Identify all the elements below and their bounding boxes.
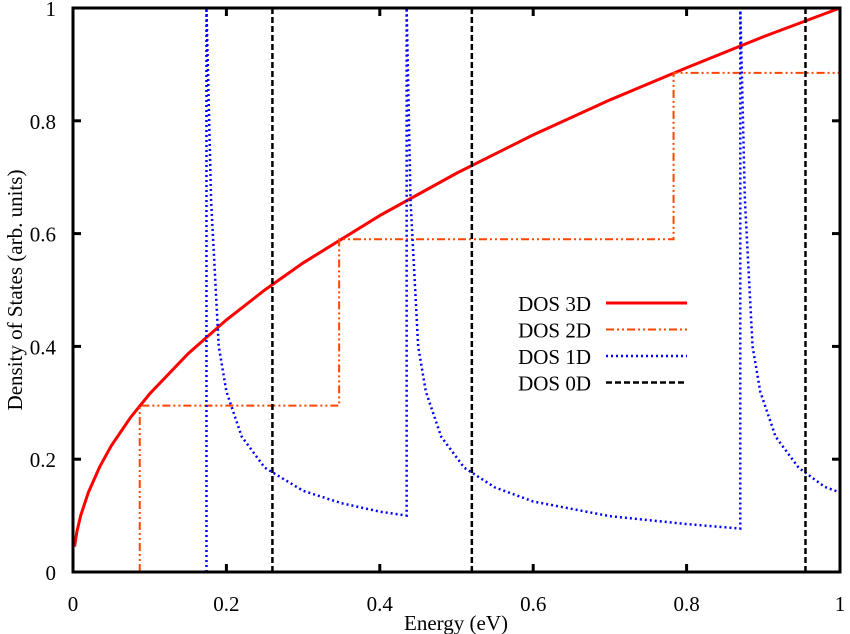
y-tick-label: 1 [46, 0, 57, 21]
x-tick-label: 1 [835, 592, 846, 616]
plot-frame [71, 6, 842, 574]
legend-label: DOS 1D [518, 345, 591, 369]
series-dos-1d [205, 7, 841, 572]
y-tick-label: 0 [46, 561, 57, 585]
y-tick-label: 0.2 [30, 448, 56, 472]
x-tick-label: 0.8 [673, 592, 699, 616]
y-axis-label: Density of States (arb. units) [3, 170, 27, 411]
y-tick-label: 0.4 [30, 335, 57, 359]
y-tick-label: 0.6 [30, 223, 56, 247]
plot-lines [73, 6, 841, 572]
series-dos-3d [73, 6, 841, 547]
x-tick-label: 0.4 [367, 592, 394, 616]
legend-label: DOS 2D [518, 319, 591, 343]
y-tick-label: 0.8 [30, 110, 56, 134]
axis-ticks: 0 0.2 0.4 0.6 0.8 1 0 0.2 0.4 0.6 0.8 1 [30, 0, 846, 616]
legend-label: DOS 3D [518, 292, 591, 316]
x-tick-label: 0.2 [213, 592, 239, 616]
series-dos-2d [138, 71, 840, 572]
x-tick-label: 0.6 [520, 592, 546, 616]
x-tick-label: 0 [68, 592, 79, 616]
x-axis-label: Energy (eV) [404, 611, 508, 634]
legend-label: DOS 0D [518, 372, 591, 396]
